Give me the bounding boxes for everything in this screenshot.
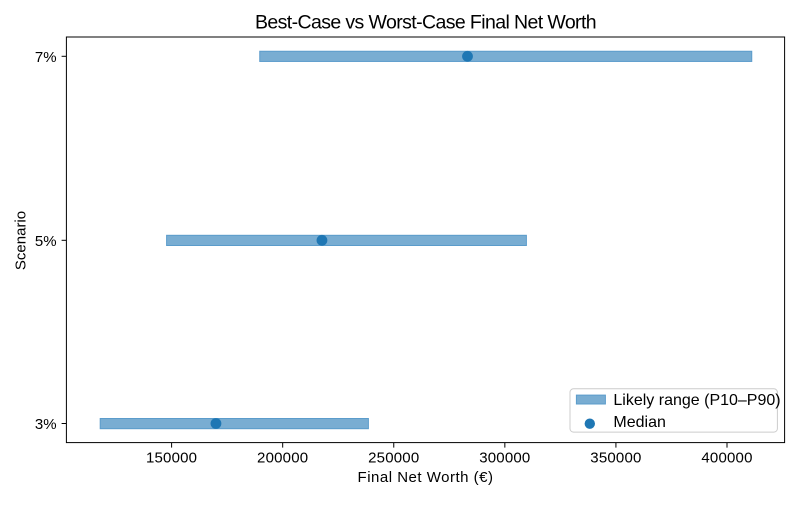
svg-text:200000: 200000: [257, 449, 308, 466]
svg-text:400000: 400000: [701, 449, 752, 466]
svg-text:Final Net Worth (€): Final Net Worth (€): [358, 469, 494, 486]
svg-text:Best-Case vs Worst-Case Final: Best-Case vs Worst-Case Final Net Worth: [255, 12, 596, 34]
svg-text:350000: 350000: [590, 449, 641, 466]
svg-text:150000: 150000: [146, 449, 197, 466]
svg-text:Scenario: Scenario: [13, 211, 30, 270]
svg-text:Median: Median: [613, 414, 665, 431]
svg-text:3%: 3%: [35, 416, 57, 433]
svg-text:300000: 300000: [479, 449, 530, 466]
svg-text:5%: 5%: [35, 233, 57, 250]
svg-text:7%: 7%: [35, 49, 57, 66]
svg-text:250000: 250000: [368, 449, 419, 466]
svg-text:Likely range (P10–P90): Likely range (P10–P90): [613, 392, 780, 409]
